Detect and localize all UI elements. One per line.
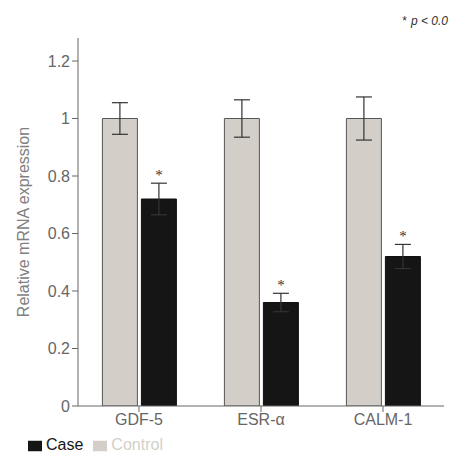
html-text:Control: Control xyxy=(111,436,163,453)
svg-text:ESR-α: ESR-α xyxy=(237,411,284,428)
svg-text:0.2: 0.2 xyxy=(48,340,70,357)
svg-text:GDF-5: GDF-5 xyxy=(115,411,163,428)
svg-text:1: 1 xyxy=(61,110,70,127)
svg-text:0.6: 0.6 xyxy=(48,225,70,242)
html-text:Case: Case xyxy=(46,436,84,453)
svg-text:0: 0 xyxy=(61,398,70,415)
svg-text:0.8: 0.8 xyxy=(48,168,70,185)
svg-text:CALM-1: CALM-1 xyxy=(354,411,413,428)
svg-text:*: * xyxy=(155,167,163,183)
html-text:* p < 0.0: * p < 0.0 xyxy=(402,14,448,28)
svg-text:1.2: 1.2 xyxy=(48,53,70,70)
svg-text:0.4: 0.4 xyxy=(48,283,70,300)
svg-text:*: * xyxy=(277,277,285,293)
svg-text:Relative mRNA expression: Relative mRNA expression xyxy=(15,127,32,317)
svg-text:*: * xyxy=(399,228,407,244)
